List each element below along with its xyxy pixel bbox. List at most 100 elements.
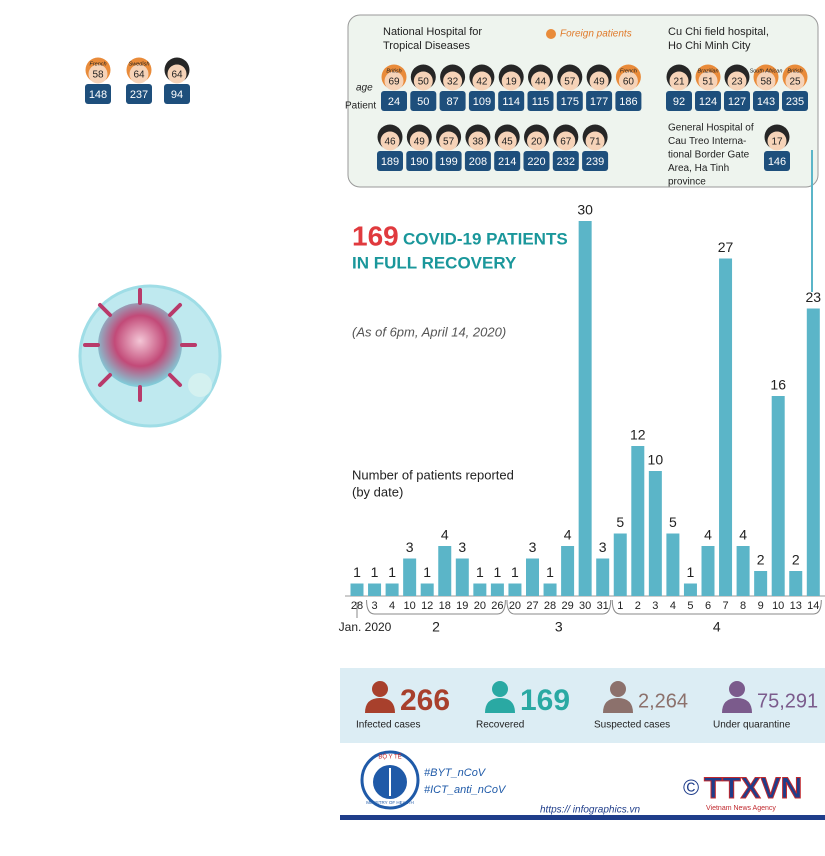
bar: [543, 583, 557, 596]
nationality: Swedish: [129, 61, 150, 67]
x-tick-label: 31: [597, 600, 609, 612]
face: [727, 71, 747, 91]
age: 57: [564, 77, 576, 88]
value-label: 1: [423, 564, 431, 580]
patient-number: 189: [381, 156, 399, 168]
bar: [648, 471, 662, 596]
body: [782, 91, 808, 111]
patient-number: 146: [768, 156, 786, 168]
patient-number: 50: [417, 96, 429, 108]
patient-number: 148: [89, 89, 107, 101]
nationality: French: [89, 61, 106, 67]
patient-number: 208: [469, 156, 487, 168]
body: [494, 151, 521, 171]
body: [126, 84, 152, 104]
value-label: 4: [564, 527, 572, 543]
patient-panel: [347, 14, 819, 188]
patient-number: 24: [388, 96, 400, 108]
logo-bottom: MINISTRY OF HEALTH: [366, 800, 414, 805]
age: 64: [133, 70, 145, 81]
x-tick-label: 13: [790, 600, 802, 612]
face: [589, 71, 609, 91]
face: [443, 71, 463, 91]
body: [695, 91, 721, 111]
face: [531, 71, 550, 91]
patient-number: 127: [728, 96, 746, 108]
patient-label: Patient: [345, 101, 376, 112]
value-label: 3: [599, 539, 607, 555]
stat-icon-head: [492, 681, 508, 697]
patient-number: 94: [171, 89, 183, 101]
footer-rule: [340, 815, 825, 820]
x-tick-label: 9: [758, 600, 764, 612]
bar: [403, 558, 417, 596]
face: [618, 71, 638, 91]
bar: [561, 546, 575, 596]
bar: [490, 583, 504, 596]
age: 51: [702, 77, 714, 88]
bar: [596, 558, 610, 596]
x-tick-label: 29: [561, 600, 573, 612]
stat-icon-head: [372, 681, 388, 697]
value-label: 1: [388, 564, 396, 580]
bar: [350, 583, 364, 596]
body: [410, 91, 437, 111]
bar: [526, 558, 539, 596]
age: 57: [443, 137, 455, 148]
bar: [701, 546, 715, 596]
body: [753, 91, 779, 111]
group-label: 3: [555, 619, 563, 635]
agency: TTXVN: [704, 772, 802, 805]
stat-icon-body: [722, 698, 752, 713]
value-label: 1: [687, 564, 695, 580]
age: 69: [388, 77, 400, 88]
bar: [385, 583, 399, 596]
agency-sub: Vietnam News Agency: [706, 805, 776, 812]
bar: [508, 583, 522, 596]
age: 49: [594, 77, 606, 88]
face: [756, 71, 776, 91]
stat-label: Suspected cases: [594, 720, 670, 731]
age: 20: [531, 137, 543, 148]
value-label: 30: [577, 202, 593, 218]
age: 46: [384, 137, 396, 148]
stat-value: 2,264: [638, 690, 688, 712]
value-label: 2: [792, 552, 800, 568]
y-label: (by date): [352, 484, 403, 499]
value-label: 2: [757, 552, 765, 568]
face: [497, 131, 517, 151]
value-label: 3: [458, 539, 466, 555]
value-label: 4: [704, 527, 712, 543]
age: 42: [476, 77, 488, 88]
face: [468, 131, 488, 151]
group-bracket: [366, 599, 506, 615]
stat-icon-head: [729, 681, 745, 697]
body: [615, 91, 642, 111]
x-tick-label: 1: [617, 600, 623, 612]
age: 17: [771, 137, 783, 148]
value-label: 1: [353, 564, 361, 580]
hospital-name: tional Border Gate: [668, 150, 750, 161]
age: 32: [447, 77, 459, 88]
face: [698, 71, 718, 91]
patient-number: 199: [439, 156, 457, 168]
x-tick-label: 12: [421, 600, 433, 612]
value-label: 1: [371, 564, 379, 580]
age: 21: [673, 77, 685, 88]
body: [764, 151, 790, 171]
nationality: French: [620, 68, 637, 74]
face: [767, 131, 787, 151]
value-label: 10: [648, 452, 664, 468]
x-tick-label: 3: [371, 600, 377, 612]
bar: [683, 583, 697, 596]
patient-number: 143: [757, 96, 775, 108]
patient-number: 109: [473, 96, 491, 108]
hospital-name: Ho Chi Minh City: [668, 40, 751, 52]
hospital-name: Tropical Diseases: [383, 40, 471, 52]
face: [409, 131, 429, 151]
x-tick-label: 30: [579, 600, 591, 612]
hospital-name: General Hospital of: [668, 123, 754, 134]
x-tick-label: 5: [687, 600, 693, 612]
bar: [666, 533, 680, 596]
body: [582, 151, 609, 171]
